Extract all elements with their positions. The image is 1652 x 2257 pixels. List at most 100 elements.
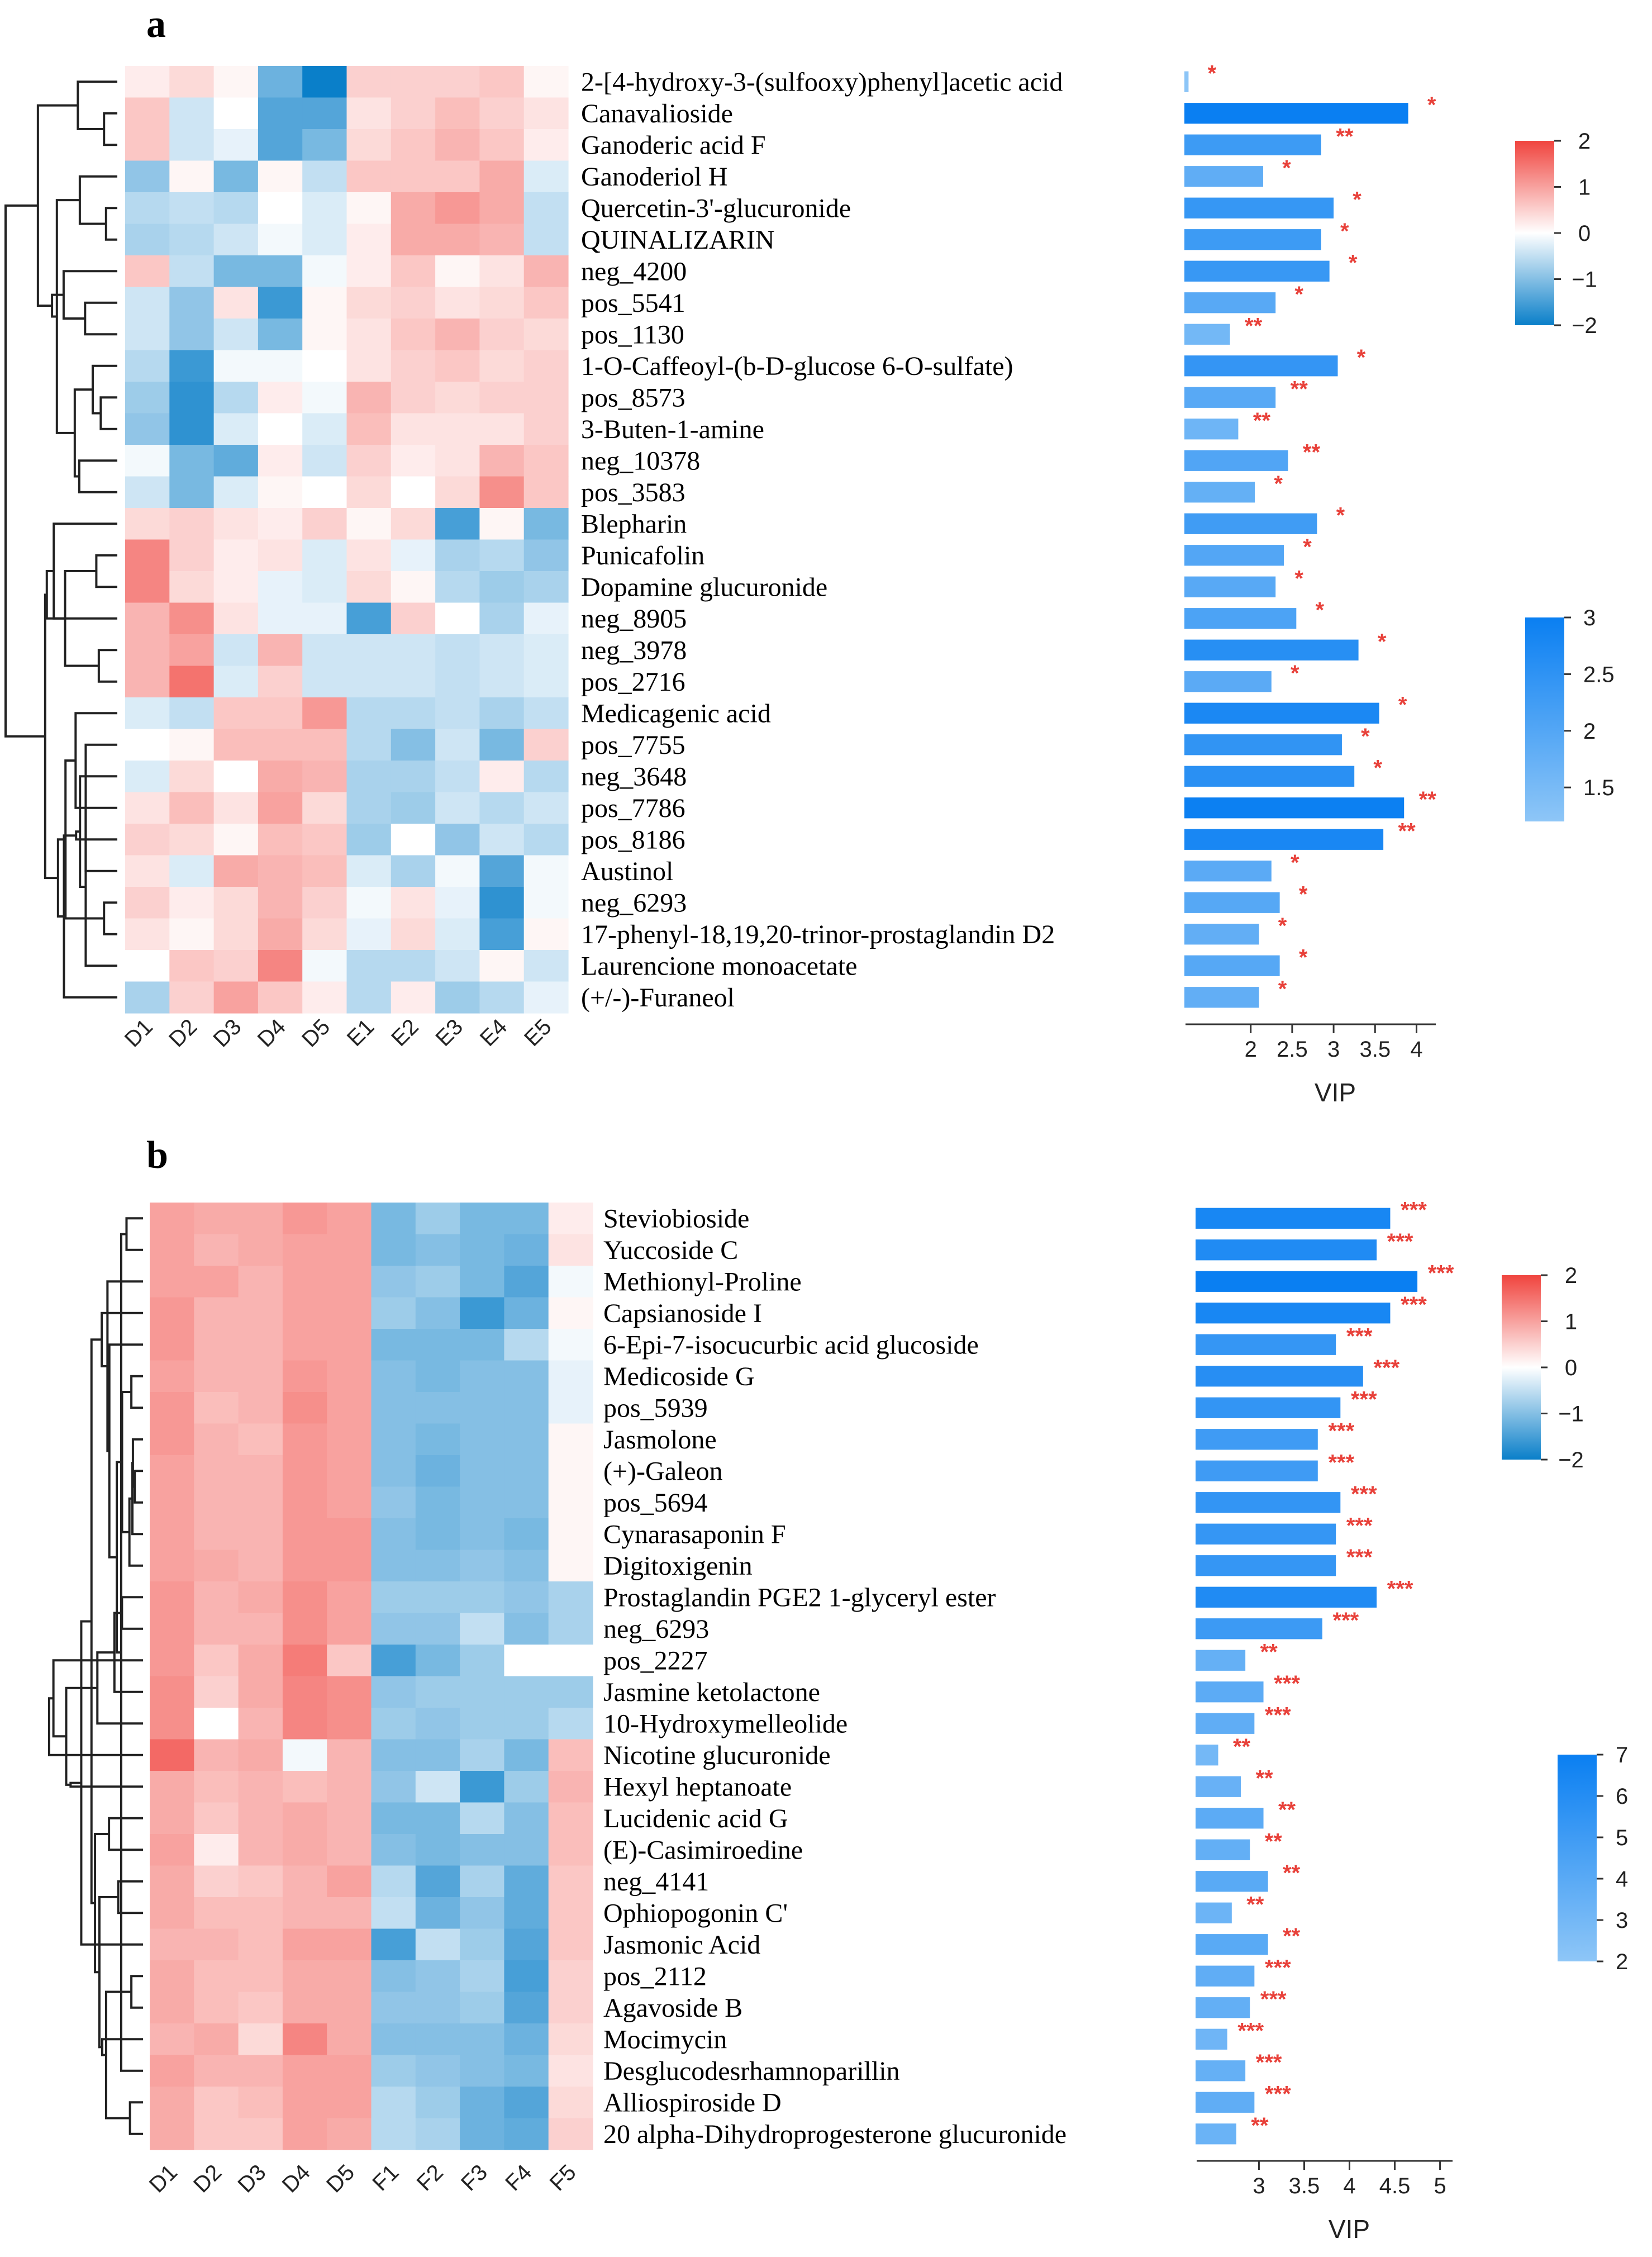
significance-label: *** [1274, 1671, 1300, 1696]
heatmap-cell [391, 981, 436, 1014]
heatmap-cell [150, 1266, 194, 1298]
heatmap-cell [282, 1329, 327, 1361]
heatmap-cell [194, 1992, 239, 2024]
heatmap-cell [258, 287, 303, 319]
vip-bar [1184, 482, 1255, 503]
heatmap-cell [125, 887, 170, 919]
heatmap-cell [194, 1518, 239, 1551]
heatmap-cell [258, 666, 303, 698]
heatmap-cell [523, 602, 569, 635]
vip-tick-label: 3 [1253, 2174, 1265, 2198]
heatmap-cell [346, 224, 392, 256]
heatmap-cell [371, 2055, 416, 2087]
dendrogram-branch [44, 593, 58, 880]
heatmap-cell [415, 1865, 460, 1898]
heatmap-cell [391, 792, 436, 824]
heatmap-cell [302, 761, 347, 793]
heatmap-cell [371, 1928, 416, 1961]
heatmap-cell [327, 1518, 372, 1551]
heatmap-cell [125, 319, 170, 351]
heatmap-cell [327, 1360, 372, 1393]
heatmap-cell [258, 255, 303, 288]
vip-bar [1196, 1808, 1264, 1829]
heatmap-cell [504, 1928, 549, 1961]
heatmap-cell [435, 539, 480, 572]
row-label: Desglucodesrhamnoparillin [603, 2056, 900, 2086]
vip-bar [1196, 1997, 1250, 2018]
heatmap-cell [504, 2055, 549, 2087]
column-label: D5 [322, 2160, 359, 2197]
heatmap-cell [282, 1203, 327, 1235]
row-label: Prostaglandin PGE2 1-glyceryl ester [603, 1583, 996, 1612]
heatmap-cell [346, 129, 392, 161]
row-label: 1-O-Caffeoyl-(b-D-glucose 6-O-sulfate) [581, 351, 1013, 381]
vip-bar [1196, 1492, 1341, 1513]
heatmap-cell [213, 445, 259, 477]
heatmap-cell [523, 539, 569, 572]
heatmap-cell [523, 981, 569, 1014]
vip-bar [1196, 1618, 1322, 1640]
row-label: Austinol [581, 857, 673, 886]
heatmap-cell [125, 634, 170, 667]
significance-label: * [1208, 61, 1217, 85]
row-label: Ganoderic acid F [581, 130, 766, 160]
heat-legend-tick: 2 [1565, 1263, 1577, 1288]
heatmap-cell [282, 1266, 327, 1298]
heatmap-cell [213, 634, 259, 667]
row-label: Hexyl heptanoate [603, 1772, 792, 1802]
heatmap-cell [346, 950, 392, 982]
significance-label: * [1340, 219, 1349, 244]
heatmap-cell [523, 445, 569, 477]
heatmap-cell [548, 1297, 593, 1329]
vip-bar [1184, 671, 1272, 692]
row-label: pos_5541 [581, 288, 685, 318]
heatmap-cell [258, 729, 303, 761]
heatmap-cell [238, 1234, 283, 1266]
heatmap-cell [391, 476, 436, 509]
vip-axis: 2 2.5 3 3.5 4 VIP [1186, 1023, 1436, 1107]
heatmap-cell [150, 1802, 194, 1835]
heatmap-cell [238, 1960, 283, 1993]
heatmap-cell [258, 350, 303, 382]
row-label: 3-Buten-1-amine [581, 415, 764, 444]
heatmap-cell [548, 1234, 593, 1266]
heatmap-cell [415, 1771, 460, 1803]
heatmap-cell [125, 508, 170, 540]
heatmap-cell [302, 792, 347, 824]
heatmap-cell [213, 287, 259, 319]
row-dendrogram [4, 80, 117, 999]
heatmap-cell [479, 413, 525, 445]
dendrogram-branch [91, 364, 117, 415]
heatmap-cell [371, 1360, 416, 1393]
heatmap-cell [523, 319, 569, 351]
heatmap-cell [169, 224, 215, 256]
significance-label: *** [1401, 1293, 1427, 1317]
significance-label: *** [1428, 1261, 1454, 1285]
heatmap-cell [327, 2087, 372, 2119]
heatmap-cell [391, 382, 436, 414]
heatmap-cell [327, 1676, 372, 1708]
heatmap-cell [415, 1203, 460, 1235]
heatmap-cell [460, 1550, 504, 1582]
heatmap-cell [302, 697, 347, 730]
vip-bar [1184, 576, 1276, 597]
heatmap-cell [302, 602, 347, 635]
heatmap-cell [150, 1960, 194, 1993]
heatmap-cell [435, 571, 480, 604]
vip-tick-label: 4 [1343, 2174, 1355, 2198]
dendrogram-branch [95, 554, 117, 588]
heatmap-cell [523, 129, 569, 161]
heatmap-cell [346, 634, 392, 667]
heatmap-cell [194, 1771, 239, 1803]
heatmap-cell [238, 1392, 283, 1424]
heatmap-cell [479, 697, 525, 730]
heatmap-cell [194, 2087, 239, 2119]
row-label: Quercetin-3'-glucuronide [581, 193, 851, 223]
heatmap-cell [238, 1203, 283, 1235]
heatmap-cell [125, 445, 170, 477]
heatmap-cell [435, 129, 480, 161]
heatmap-cell [282, 1928, 327, 1961]
heatmap-cell [258, 761, 303, 793]
vip-bar [1196, 1745, 1218, 1766]
heatmap-cell [460, 2087, 504, 2119]
